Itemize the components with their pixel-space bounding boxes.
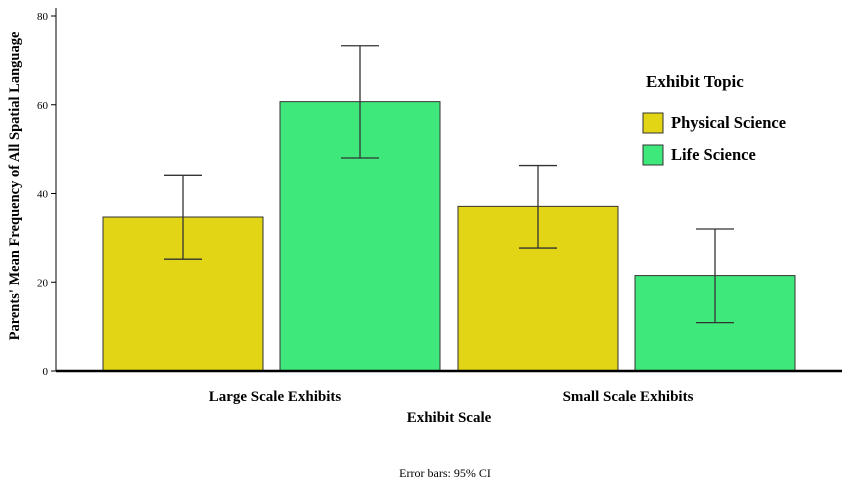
y-tick-label: 40 <box>37 189 49 201</box>
y-tick-label: 60 <box>37 100 49 112</box>
bars <box>102 101 796 372</box>
legend-swatch <box>642 144 664 166</box>
legend-label: Life Science <box>671 145 756 164</box>
y-tick-label: 20 <box>37 277 49 289</box>
error-bars <box>164 45 734 324</box>
legend-label: Physical Science <box>671 113 786 132</box>
x-category-labels: Large Scale Exhibits Small Scale Exhibits <box>209 389 694 405</box>
x-axis-label: Exhibit Scale <box>407 410 492 426</box>
error-bars-note: Error bars: 95% CI <box>399 466 491 480</box>
y-ticks: 0 20 40 60 80 <box>37 11 56 378</box>
x-category-label: Small Scale Exhibits <box>563 389 694 405</box>
legend-swatch <box>642 112 664 134</box>
y-tick-label: 0 <box>43 366 49 378</box>
legend: Exhibit Topic Physical Science Life Scien… <box>642 72 786 166</box>
y-axis-label: Parents' Mean Frequency of All Spatial L… <box>7 31 23 340</box>
legend-title: Exhibit Topic <box>646 72 744 91</box>
y-tick-label: 80 <box>37 11 49 23</box>
x-category-label: Large Scale Exhibits <box>209 389 342 405</box>
